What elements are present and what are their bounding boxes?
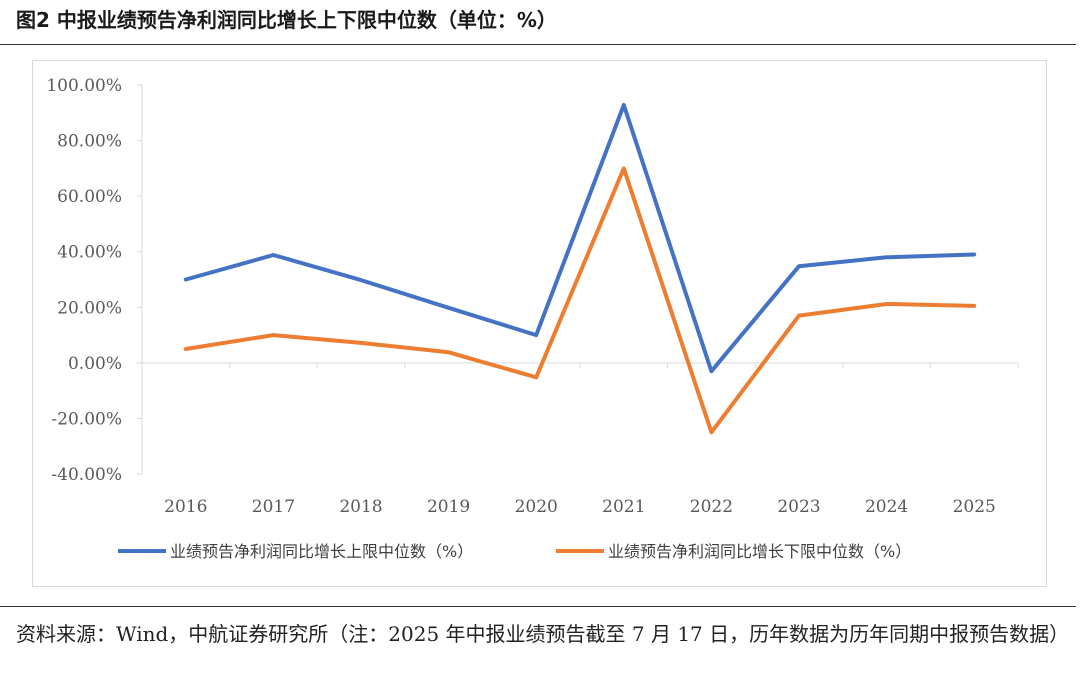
series-line-lower	[183, 166, 977, 435]
y-tick-label: 80.00%	[57, 132, 122, 152]
source-note: 资料来源：Wind，中航证券研究所（注：2025 年中报业绩预告截至 7 月 1…	[16, 622, 1070, 646]
x-tick-label: 2017	[252, 497, 295, 517]
x-tick-label: 2025	[953, 497, 996, 517]
series-line-upper	[183, 103, 977, 374]
y-tick-label: 0.00%	[68, 354, 122, 374]
x-tick-label: 2020	[515, 497, 558, 517]
x-tick-label: 2016	[164, 497, 207, 517]
legend-label: 业绩预告净利润同比增长上限中位数（%）	[170, 542, 473, 561]
top-rule	[0, 44, 1076, 45]
x-tick-label: 2023	[777, 497, 820, 517]
x-tick-label: 2019	[427, 497, 470, 517]
x-tick-label: 2024	[865, 497, 908, 517]
x-tick-label: 2022	[690, 497, 733, 517]
y-tick-label: 40.00%	[57, 243, 122, 263]
line-chart: 100.00% 80.00% 60.00% 40.00% 20.00% 0.00% -20.…	[46, 76, 1019, 561]
x-tick-label: 2021	[602, 497, 645, 517]
y-tick-label: 20.00%	[57, 298, 122, 318]
y-tick-label: 100.00%	[46, 76, 122, 96]
legend-label: 业绩预告净利润同比增长下限中位数（%）	[608, 542, 911, 561]
y-tick-label: -40.00%	[51, 465, 122, 485]
chart-frame	[32, 60, 1047, 587]
figure-title: 图2 中报业绩预告净利润同比增长上下限中位数（单位：%）	[16, 8, 557, 32]
x-tick-label: 2018	[339, 497, 382, 517]
y-tick-label: -20.00%	[51, 409, 122, 429]
y-tick-label: 60.00%	[57, 187, 122, 207]
bottom-rule	[0, 606, 1076, 607]
